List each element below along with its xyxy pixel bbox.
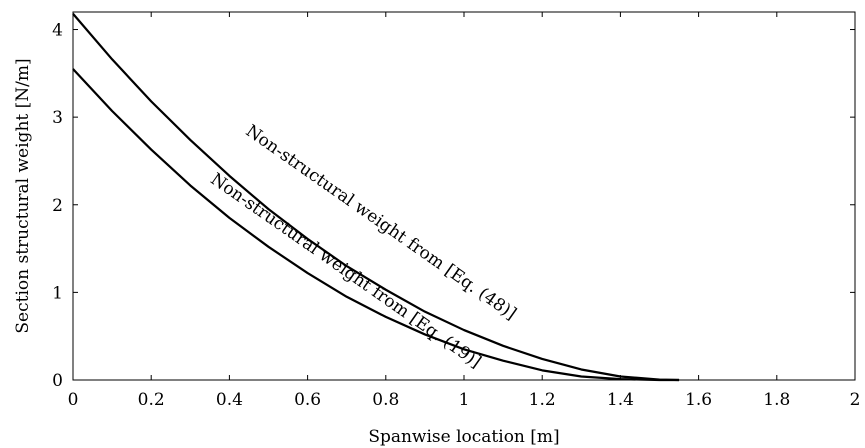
series-line-1 <box>72 13 680 382</box>
x-tick-label: 1 <box>459 390 470 410</box>
x-tick-label: 2 <box>850 390 861 410</box>
x-tick-label: 1.6 <box>685 390 712 410</box>
y-tick-label: 2 <box>52 196 63 216</box>
y-axis-label: Section structural weight [N/m] <box>13 58 33 333</box>
x-axis: 0 0.2 0.4 0.6 0.8 1 1.2 1.4 1.6 1.8 2 <box>68 12 861 410</box>
x-tick-label: 0 <box>68 390 79 410</box>
series-line-2 <box>72 68 680 382</box>
y-tick-label: 4 <box>52 21 63 41</box>
x-tick-label: 0.2 <box>138 390 165 410</box>
plot-frame <box>72 11 856 381</box>
y-axis: 0 1 2 3 4 <box>52 21 855 391</box>
x-tick-label: 1.8 <box>763 390 790 410</box>
x-tick-label: 0.6 <box>294 390 321 410</box>
x-tick-label: 0.8 <box>372 390 399 410</box>
x-tick-label: 0.4 <box>216 390 243 410</box>
y-tick-label: 0 <box>52 371 63 391</box>
curve-group <box>72 13 680 382</box>
y-tick-label: 3 <box>52 108 63 128</box>
y-tick-label: 1 <box>52 283 63 303</box>
x-tick-label: 1.4 <box>607 390 634 410</box>
x-tick-label: 1.2 <box>529 390 556 410</box>
x-axis-label: Spanwise location [m] <box>368 427 559 447</box>
